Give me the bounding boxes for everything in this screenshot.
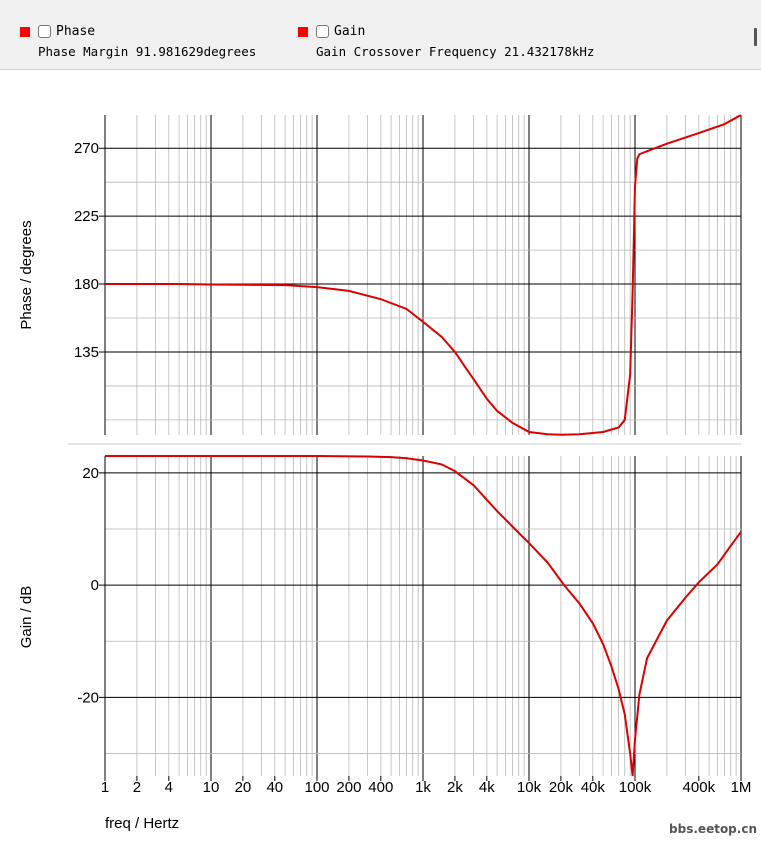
x-tick-label: 4k — [479, 779, 495, 796]
x-tick-label: 1 — [101, 779, 109, 796]
x-tick-label: 1M — [731, 779, 752, 796]
y-tick-label: 0 — [91, 577, 99, 594]
gain-axes: -20 0 20 — [77, 456, 106, 776]
phase-checkbox[interactable] — [38, 25, 51, 38]
phase-y-axis-label: Phase / degrees — [18, 220, 35, 329]
x-tick-label: 100 — [304, 779, 329, 796]
y-tick-label: 20 — [82, 465, 99, 482]
x-tick-label: 4 — [165, 779, 173, 796]
legend-panel: Phase Phase Margin 91.981629degrees Gain… — [0, 0, 761, 70]
x-tick-label: 40 — [266, 779, 283, 796]
phase-series-line — [105, 114, 742, 436]
x-tick-label: 1k — [415, 779, 431, 796]
x-tick-label: 40k — [581, 779, 606, 796]
x-tick-label: 10k — [517, 779, 542, 796]
x-axis-ticks: 1 2 4 10 20 40 100 200 400 1k 2k 4k 10k 20k 40k 100k 400… — [101, 776, 752, 796]
y-tick-label: 270 — [74, 140, 99, 157]
gain-color-swatch — [298, 26, 308, 37]
y-tick-label: -20 — [77, 689, 99, 706]
phase-legend: Phase Phase Margin 91.981629degrees — [20, 22, 256, 59]
x-tick-label: 200 — [336, 779, 361, 796]
x-axis-label: freq / Hertz — [105, 815, 179, 832]
gain-legend: Gain Gain Crossover Frequency 21.432178k… — [298, 22, 594, 59]
x-tick-label: 100k — [619, 779, 652, 796]
gain-checkbox[interactable] — [316, 25, 329, 38]
x-tick-label: 2 — [133, 779, 141, 796]
x-tick-label: 400k — [683, 779, 716, 796]
y-tick-label: 225 — [74, 208, 99, 225]
gain-y-axis-label: Gain / dB — [18, 586, 35, 649]
watermark: bbs.eetop.cn — [669, 822, 757, 836]
x-tick-label: 10 — [203, 779, 220, 796]
gain-legend-label: Gain — [334, 24, 366, 39]
gain-series-line — [105, 455, 742, 777]
phase-legend-label: Phase — [56, 24, 96, 39]
phase-color-swatch — [20, 26, 30, 37]
scrollbar-thumb[interactable] — [754, 28, 757, 46]
gain-crossover-readout: Gain Crossover Frequency 21.432178kHz — [316, 44, 595, 59]
y-tick-label: 180 — [74, 276, 99, 293]
x-tick-label: 2k — [447, 779, 463, 796]
x-tick-label: 400 — [368, 779, 393, 796]
x-tick-label: 20 — [235, 779, 252, 796]
gain-grid — [99, 456, 742, 776]
x-tick-label: 20k — [549, 779, 574, 796]
y-tick-label: 135 — [74, 344, 99, 361]
phase-margin-readout: Phase Margin 91.981629degrees — [38, 44, 257, 59]
phase-grid — [99, 115, 742, 435]
phase-axes: 135 180 225 270 — [74, 115, 106, 435]
